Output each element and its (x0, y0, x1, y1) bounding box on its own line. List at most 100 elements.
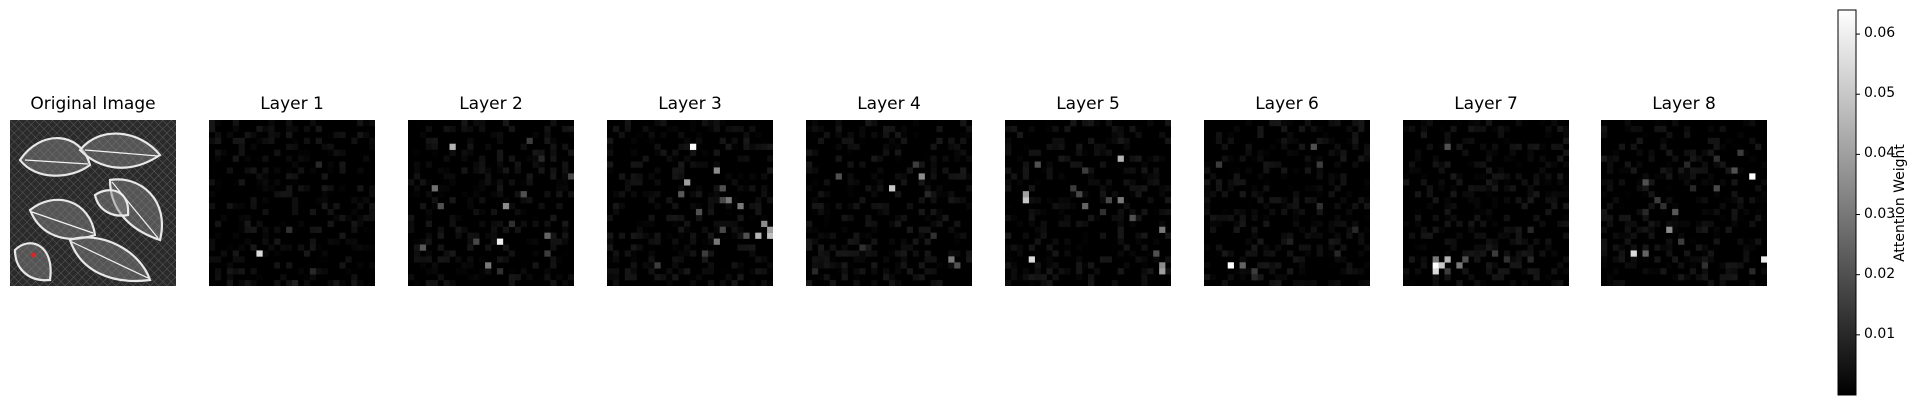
heatmap-cell (1725, 274, 1732, 281)
lace-veins (24, 149, 159, 279)
heatmap-cell (485, 179, 492, 186)
heatmap-cell (1052, 262, 1059, 269)
heatmap-cell (1648, 226, 1655, 233)
heatmap-cell (612, 208, 620, 216)
heatmap-cell (636, 220, 643, 228)
heatmap-cell (1755, 185, 1762, 192)
heatmap-cell (443, 250, 450, 257)
heatmap-cell (214, 131, 222, 139)
heatmap-cell (274, 250, 281, 257)
heatmap-cell (1660, 143, 1667, 150)
heatmap-cell (1761, 197, 1767, 204)
heatmap-cell (806, 149, 813, 156)
heatmap-cell (1082, 191, 1089, 198)
heatmap-cell (238, 214, 245, 222)
heatmap-cell (1099, 232, 1107, 239)
heatmap-cell (1438, 161, 1445, 168)
heatmap-hot-cell (431, 185, 438, 192)
heatmap-cell (1689, 238, 1697, 245)
heatmap-cell (1695, 256, 1703, 263)
heatmap-cell (817, 232, 825, 239)
heatmap-cell (345, 256, 352, 263)
heatmap-cell (1515, 120, 1522, 127)
heatmap-cell (1334, 143, 1341, 150)
heatmap-cell (900, 250, 908, 257)
heatmap-cell (467, 238, 474, 245)
heatmap-cell (1403, 280, 1410, 286)
heatmap-cell (455, 214, 462, 222)
heatmap-cell (1010, 256, 1018, 263)
heatmap-cell (1304, 161, 1312, 168)
heatmap-cell (1141, 232, 1148, 239)
heatmap-cell (761, 214, 768, 222)
heatmap-cell (538, 161, 545, 168)
heatmap-cell (1403, 179, 1410, 186)
heatmap-cell (1058, 268, 1065, 275)
heatmap-cell (1480, 143, 1487, 150)
heatmap-cell (1432, 280, 1439, 286)
heatmap-cell (1606, 185, 1614, 192)
heatmap-cell (853, 274, 860, 281)
heatmap-cell (900, 214, 908, 222)
heatmap-cell (1618, 250, 1626, 257)
heatmap-cell (1028, 280, 1035, 286)
heatmap-cell (274, 167, 281, 174)
heatmap-cell (755, 143, 762, 150)
heatmap-cell (1438, 185, 1445, 192)
heatmap-cell (544, 226, 551, 233)
heatmap-cell (1153, 173, 1160, 180)
heatmap-cell (1509, 185, 1516, 192)
heatmap-cell (1618, 167, 1626, 174)
heatmap-cell (562, 143, 569, 150)
heatmap-cell (607, 167, 614, 174)
heatmap-cell (948, 262, 955, 269)
heatmap-cell (1215, 137, 1223, 145)
heatmap-cell (1147, 179, 1154, 186)
heatmap-cell (678, 131, 685, 139)
heatmap-cell (562, 173, 569, 180)
heatmap-cell (1281, 125, 1288, 133)
heatmap-cell (425, 137, 433, 145)
heatmap-cell (737, 226, 744, 233)
heatmap-cell (209, 203, 216, 210)
heatmap-cell (351, 137, 358, 145)
heatmap-cell (532, 155, 539, 162)
heatmap-cell (413, 161, 421, 168)
heatmap-cell (1486, 238, 1493, 245)
heatmap-cell (1239, 185, 1246, 192)
heatmap-cell (1539, 155, 1546, 162)
heatmap-cell (713, 161, 720, 168)
heatmap-cell (1310, 125, 1317, 133)
heatmap-cell (303, 280, 311, 286)
heatmap-cell (1287, 149, 1294, 156)
heatmap-cell (1093, 120, 1101, 127)
heatmap-cell (226, 131, 234, 139)
heatmap-cell (660, 120, 667, 127)
heatmap-cell (1731, 179, 1738, 186)
heatmap-cell (1761, 161, 1767, 168)
heatmap-cell (918, 238, 925, 245)
attention-map (806, 120, 972, 286)
heatmap-cell (214, 274, 222, 281)
heatmap-cell (491, 131, 498, 139)
heatmap-cell (684, 137, 691, 145)
heatmap-cell (648, 256, 655, 263)
attention-map (1403, 120, 1569, 286)
heatmap-cell (1737, 131, 1744, 139)
heatmap-cell (550, 155, 557, 162)
heatmap-cell (220, 149, 228, 156)
heatmap-cell (256, 137, 263, 145)
heatmap-cell (1503, 232, 1511, 239)
heatmap-cell (1292, 280, 1300, 286)
heatmap-cell (618, 191, 626, 198)
heatmap-cell (707, 250, 715, 257)
heatmap-cell (262, 125, 269, 133)
heatmap-cell (1364, 143, 1370, 150)
heatmap-cell (695, 131, 703, 139)
heatmap-cell (437, 161, 444, 168)
heatmap-cell (1432, 167, 1439, 174)
heatmap-hot-cell (1432, 256, 1439, 263)
heatmap-cell (642, 137, 649, 145)
heatmap-cell (413, 167, 421, 174)
